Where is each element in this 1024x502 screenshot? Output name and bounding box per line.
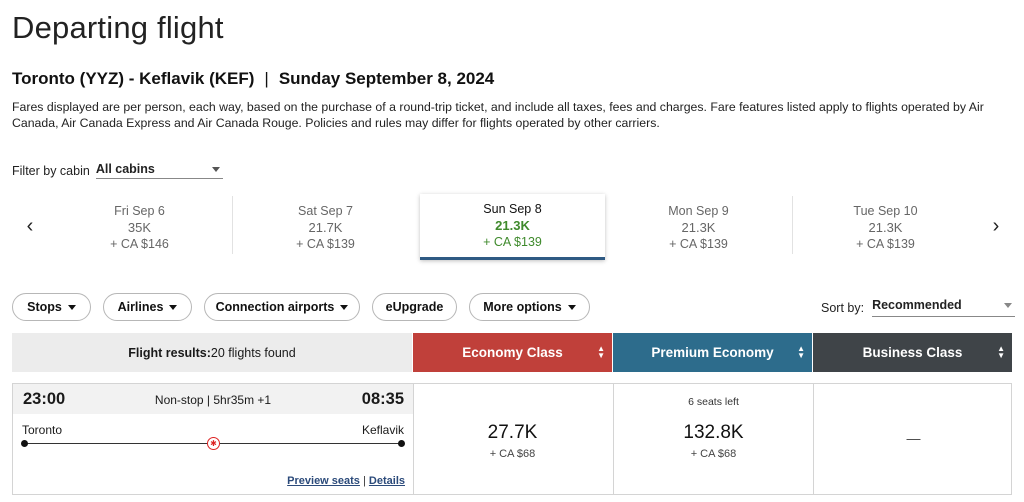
- origin-dot: [21, 440, 28, 447]
- destination-city: Keflavik: [361, 423, 404, 437]
- premium-economy-fare-cell[interactable]: 6 seats left 132.8K + CA $68: [614, 384, 813, 494]
- stops-filter-label: Stops: [27, 300, 62, 314]
- more-options-button[interactable]: More options: [469, 293, 590, 321]
- sort-arrows-icon: ▲ ▼: [997, 344, 1005, 360]
- links-separator: |: [363, 475, 366, 487]
- date-day: Fri Sep 6: [114, 204, 165, 218]
- sort-control: Sort by: Recommended: [821, 298, 1016, 317]
- date-divider: [232, 196, 233, 254]
- results-label: Flight results:: [128, 345, 211, 360]
- caret-down-icon: [567, 304, 576, 310]
- page-title: Departing flight: [12, 10, 224, 45]
- date-option[interactable]: Fri Sep 6 35K + CA $146: [47, 196, 232, 254]
- date-cash: + CA $139: [856, 237, 915, 251]
- eupgrade-filter-button[interactable]: eUpgrade: [372, 293, 457, 321]
- date-cash: + CA $139: [483, 235, 542, 249]
- cabin-select[interactable]: All cabins: [95, 162, 223, 179]
- sort-arrows-icon: ▲ ▼: [597, 344, 605, 360]
- date-cash: + CA $139: [669, 237, 728, 251]
- date-points: 21.3K: [681, 219, 716, 235]
- date-day: Mon Sep 9: [668, 204, 729, 218]
- date-divider: [792, 196, 793, 254]
- flight-links: Preview seats | Details: [287, 475, 405, 487]
- cell-divider: [613, 384, 614, 494]
- date-points: 35K: [127, 219, 152, 235]
- economy-fare-cell[interactable]: 27.7K + CA $68: [413, 384, 612, 494]
- itinerary-header: 23:00 Non-stop | 5hr35m +1 08:35: [13, 384, 413, 414]
- premium-economy-header[interactable]: Premium Economy ▲ ▼: [613, 333, 812, 372]
- fare-cash: + CA $68: [690, 448, 737, 460]
- date-points: 21.3K: [868, 219, 903, 235]
- date-carousel: ‹ Fri Sep 6 35K + CA $146 Sat Sep 7 21.7…: [12, 194, 1012, 260]
- unavailable-dash: —: [906, 430, 921, 446]
- caret-down-icon: [67, 304, 76, 310]
- date-option[interactable]: Tue Sep 10 21.3K + CA $139: [793, 196, 978, 254]
- route-separator: |: [264, 69, 269, 88]
- route-cities: Toronto (YYZ) - Keflavik (KEF): [12, 69, 255, 88]
- date-day: Tue Sep 10: [853, 204, 918, 218]
- fare-points: 132.8K: [683, 422, 744, 443]
- connection-airports-filter-button[interactable]: Connection airports: [204, 293, 360, 321]
- cell-divider: [813, 384, 814, 494]
- chevron-down-icon: [1004, 302, 1013, 308]
- date-points: 21.3K: [495, 217, 530, 233]
- eupgrade-filter-label: eUpgrade: [385, 300, 444, 314]
- sort-select-value: Recommended: [872, 298, 962, 312]
- airlines-filter-button[interactable]: Airlines: [103, 293, 192, 321]
- date-day: Sat Sep 7: [298, 204, 353, 218]
- date-cash: + CA $139: [296, 237, 355, 251]
- flight-results-summary: Flight results: 20 flights found: [12, 333, 412, 372]
- date-option-selected[interactable]: Sun Sep 8 21.3K + CA $139: [420, 194, 605, 260]
- airlines-filter-label: Airlines: [117, 300, 164, 314]
- economy-class-header[interactable]: Economy Class ▲ ▼: [413, 333, 612, 372]
- stops-filter-button[interactable]: Stops: [12, 293, 91, 321]
- sort-select[interactable]: Recommended: [872, 298, 1016, 317]
- date-points: 21.7K: [308, 219, 343, 235]
- fare-disclaimer: Fares displayed are per person, each way…: [12, 100, 984, 130]
- stop-duration-info: Non-stop | 5hr35m +1: [154, 393, 272, 407]
- cabin-select-value: All cabins: [95, 162, 155, 176]
- route-heading: Toronto (YYZ) - Keflavik (KEF) | Sunday Se…: [12, 69, 494, 89]
- sort-label: Sort by:: [821, 300, 865, 315]
- fare-cash: + CA $68: [489, 448, 536, 460]
- economy-class-label: Economy Class: [462, 345, 563, 360]
- cabin-filter-label: Filter by cabin: [12, 163, 90, 178]
- next-dates-button[interactable]: ›: [992, 215, 1000, 237]
- flight-itinerary: 23:00 Non-stop | 5hr35m +1 08:35 Toronto…: [13, 384, 414, 494]
- fare-points: 27.7K: [487, 422, 538, 443]
- departure-time: 23:00: [23, 390, 66, 408]
- maple-leaf-icon: ✱: [207, 437, 220, 450]
- origin-city: Toronto: [22, 423, 63, 437]
- results-count: 20 flights found: [210, 345, 296, 360]
- destination-dot: [398, 440, 405, 447]
- more-options-label: More options: [483, 300, 562, 314]
- caret-down-icon: [340, 304, 349, 310]
- date-option[interactable]: Sat Sep 7 21.7K + CA $139: [233, 196, 418, 254]
- sort-arrows-icon: ▲ ▼: [797, 344, 805, 360]
- date-day: Sun Sep 8: [483, 202, 542, 216]
- chevron-down-icon: [211, 166, 220, 172]
- preview-seats-link[interactable]: Preview seats: [287, 475, 360, 487]
- date-option[interactable]: Mon Sep 9 21.3K + CA $139: [606, 196, 791, 254]
- prev-dates-button[interactable]: ‹: [26, 215, 34, 237]
- caret-down-icon: [169, 304, 178, 310]
- connection-airports-filter-label: Connection airports: [215, 300, 335, 314]
- business-class-label: Business Class: [862, 345, 963, 360]
- seats-left-notice: 6 seats left: [688, 396, 739, 408]
- date-cash: + CA $146: [110, 237, 169, 251]
- cabin-filter: Filter by cabin All cabins: [12, 162, 223, 179]
- flight-result-card: 23:00 Non-stop | 5hr35m +1 08:35 Toronto…: [12, 383, 1012, 495]
- route-date: Sunday September 8, 2024: [278, 69, 495, 88]
- arrival-time: 08:35: [361, 390, 404, 408]
- premium-economy-label: Premium Economy: [651, 345, 774, 360]
- business-class-header[interactable]: Business Class ▲ ▼: [813, 333, 1012, 372]
- details-link[interactable]: Details: [368, 475, 405, 487]
- business-fare-cell: —: [814, 384, 1013, 494]
